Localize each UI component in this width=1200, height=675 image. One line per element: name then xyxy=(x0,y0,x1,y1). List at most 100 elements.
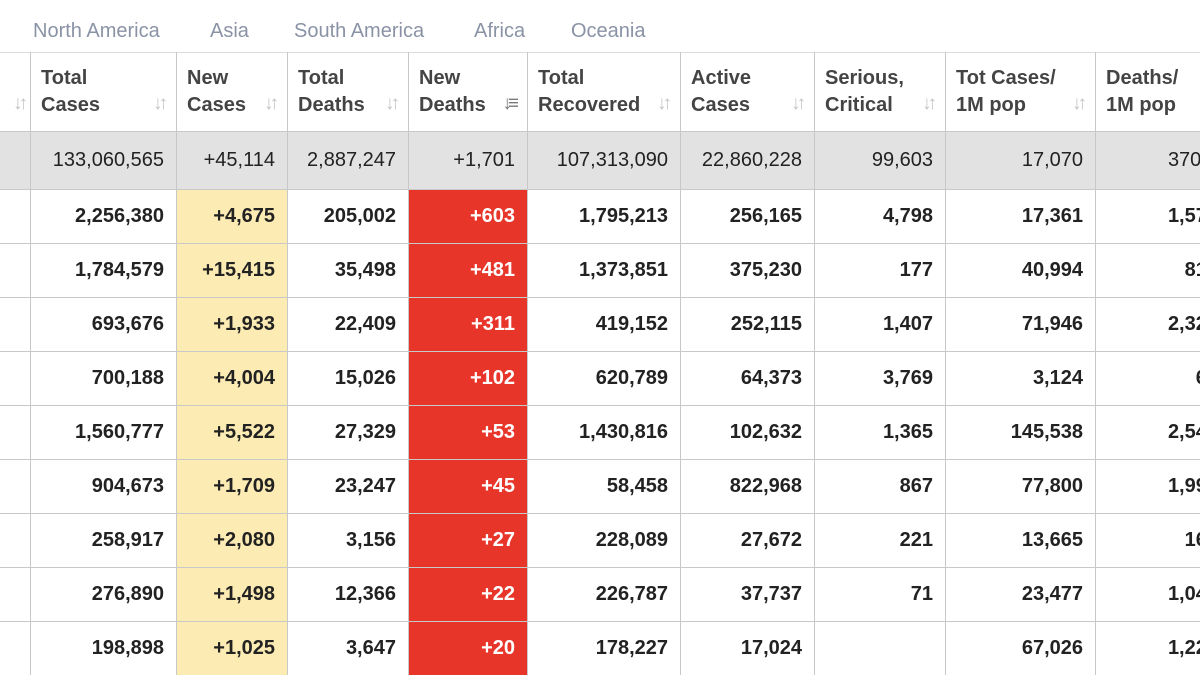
column-header[interactable]: Tot Cases/1M pop ↓↑ xyxy=(945,52,1096,132)
table-row[interactable]: 693,676 +1,933 22,409 +311 419,152 252,115 1,4… xyxy=(0,297,1200,352)
tab-oceania[interactable]: Oceania xyxy=(571,20,646,42)
column-header[interactable]: New Deaths ↓≡ xyxy=(408,52,528,132)
active-cases-cell: 17,024 xyxy=(680,621,815,675)
total-recovered-cell: 1,373,851 xyxy=(527,243,681,298)
table-cell xyxy=(0,459,31,514)
tab-asia[interactable]: Asia xyxy=(210,20,249,42)
column-header-line: Active xyxy=(691,67,752,89)
total-deaths-cell: 3,156 xyxy=(287,513,409,568)
deaths-per-million-cell: 2,324 xyxy=(1095,297,1200,352)
column-header-line: New xyxy=(187,67,229,89)
total-cases-cell: 700,188 xyxy=(30,351,177,406)
cases-per-million-cell: 77,800 xyxy=(945,459,1096,514)
column-header-line: Tot Cases/ xyxy=(956,67,1056,89)
active-cases-cell: 102,632 xyxy=(680,405,815,460)
serious-critical-cell: 177 xyxy=(814,243,946,298)
column-header-line: New xyxy=(419,67,461,89)
sort-icon[interactable]: ↓↑ xyxy=(1072,93,1087,114)
total-recovered-cell: 1,430,816 xyxy=(527,405,681,460)
total-recovered-cell: 419,152 xyxy=(527,297,681,352)
column-header[interactable]: New Cases ↓↑ xyxy=(176,52,288,132)
new-cases-cell: +1,498 xyxy=(176,567,288,622)
active-cases-cell: 37,737 xyxy=(680,567,815,622)
table-cell xyxy=(0,243,31,298)
table-row[interactable]: 198,898 +1,025 3,647 +20 178,227 17,024 67,026… xyxy=(0,621,1200,675)
total-deaths-cell: 15,026 xyxy=(287,351,409,406)
table-header-row: ↓↑ Total Cases ↓↑ New Cases ↓↑ Total Deaths ↓↑ Ne… xyxy=(0,52,1200,132)
column-header-line: Deaths/ xyxy=(1106,67,1179,89)
table-cell xyxy=(0,513,31,568)
column-header-line: Serious, xyxy=(825,67,904,89)
column-header-line: Deaths xyxy=(298,94,365,116)
table-row[interactable]: 904,673 +1,709 23,247 +45 58,458 822,968 867 77… xyxy=(0,459,1200,514)
active-cases-cell: 64,373 xyxy=(680,351,815,406)
new-deaths-cell: +102 xyxy=(408,351,528,406)
sort-icon[interactable]: ↓↑ xyxy=(791,93,806,114)
table-cell xyxy=(0,189,31,244)
new-cases-cell: +2,080 xyxy=(176,513,288,568)
total-recovered-cell: 226,787 xyxy=(527,567,681,622)
cases-per-million-cell: 67,026 xyxy=(945,621,1096,675)
tab-africa[interactable]: Africa xyxy=(474,20,526,42)
sort-icon[interactable]: ↓↑ xyxy=(153,93,168,114)
covid-table-container: ↓↑ Total Cases ↓↑ New Cases ↓↑ Total Deaths ↓↑ Ne… xyxy=(0,52,1200,675)
total-serious-critical-cell: 99,603 xyxy=(814,131,946,190)
total-cases-cell: 276,890 xyxy=(30,567,177,622)
serious-critical-cell: 71 xyxy=(814,567,946,622)
covid-stats-table: ↓↑ Total Cases ↓↑ New Cases ↓↑ Total Deaths ↓↑ Ne… xyxy=(0,52,1200,675)
cases-per-million-cell: 71,946 xyxy=(945,297,1096,352)
active-cases-cell: 252,115 xyxy=(680,297,815,352)
total-recovered-cell: 228,089 xyxy=(527,513,681,568)
continent-tabs: North America Asia South America Africa … xyxy=(0,0,1200,52)
tab-north-america[interactable]: North America xyxy=(33,20,160,42)
column-header-line: Cases xyxy=(691,94,750,116)
total-recovered-cell: 1,795,213 xyxy=(527,189,681,244)
column-header[interactable]: Total Deaths ↓↑ xyxy=(287,52,409,132)
column-header-hidden[interactable]: ↓↑ xyxy=(0,52,31,132)
table-row[interactable]: 258,917 +2,080 3,156 +27 228,089 27,672 221 13,… xyxy=(0,513,1200,568)
tab-south-america[interactable]: South America xyxy=(294,20,425,42)
total-cases-cell: 258,917 xyxy=(30,513,177,568)
deaths-per-million-cell: 1,999 xyxy=(1095,459,1200,514)
total-deaths-cell: 3,647 xyxy=(287,621,409,675)
sort-icon[interactable]: ↓↑ xyxy=(13,93,28,114)
column-header[interactable]: Serious, Critical ↓↑ xyxy=(814,52,946,132)
table-row[interactable]: 276,890 +1,498 12,366 +22 226,787 37,737 71 23,… xyxy=(0,567,1200,622)
column-header[interactable]: Deaths/1M pop↓↑ xyxy=(1095,52,1200,132)
sort-desc-icon[interactable]: ↓≡ xyxy=(502,93,518,114)
total-new-cases-cell: +45,114 xyxy=(176,131,288,190)
new-cases-cell: +15,415 xyxy=(176,243,288,298)
total-new-deaths-cell: +1,701 xyxy=(408,131,528,190)
sort-icon[interactable]: ↓↑ xyxy=(385,93,400,114)
sort-icon[interactable]: ↓↑ xyxy=(657,93,672,114)
column-header-line: Cases xyxy=(187,94,246,116)
sort-icon[interactable]: ↓↑ xyxy=(922,93,937,114)
column-header[interactable]: Total Cases ↓↑ xyxy=(30,52,177,132)
new-deaths-cell: +311 xyxy=(408,297,528,352)
serious-critical-cell: 1,365 xyxy=(814,405,946,460)
new-cases-cell: +5,522 xyxy=(176,405,288,460)
column-header[interactable]: Total Recovered ↓↑ xyxy=(527,52,681,132)
new-deaths-cell: +53 xyxy=(408,405,528,460)
table-row[interactable]: 1,784,579 +15,415 35,498 +481 1,373,851 375,2… xyxy=(0,243,1200,298)
active-cases-cell: 256,165 xyxy=(680,189,815,244)
column-header-line: Total xyxy=(298,67,345,89)
cases-per-million-cell: 145,538 xyxy=(945,405,1096,460)
active-cases-cell: 27,672 xyxy=(680,513,815,568)
total-recovered-cell: 620,789 xyxy=(527,351,681,406)
table-row[interactable]: 1,560,777 +5,522 27,329 +53 1,430,816 102,632… xyxy=(0,405,1200,460)
total-total-deaths-cell: 2,887,247 xyxy=(287,131,409,190)
table-row[interactable]: 2,256,380 +4,675 205,002 +603 1,795,213 256,1… xyxy=(0,189,1200,244)
total-deaths-cell: 22,409 xyxy=(287,297,409,352)
cases-per-million-cell: 40,994 xyxy=(945,243,1096,298)
table-row[interactable]: 700,188 +4,004 15,026 +102 620,789 64,373 3,76… xyxy=(0,351,1200,406)
column-header-line: Total xyxy=(538,67,585,89)
table-cell xyxy=(0,131,31,190)
total-cases-cell: 904,673 xyxy=(30,459,177,514)
new-cases-cell: +1,933 xyxy=(176,297,288,352)
column-header[interactable]: Active Cases ↓↑ xyxy=(680,52,815,132)
sort-icon[interactable]: ↓↑ xyxy=(264,93,279,114)
new-deaths-cell: +27 xyxy=(408,513,528,568)
total-cases-cell: 693,676 xyxy=(30,297,177,352)
total-recovered-cell: 58,458 xyxy=(527,459,681,514)
